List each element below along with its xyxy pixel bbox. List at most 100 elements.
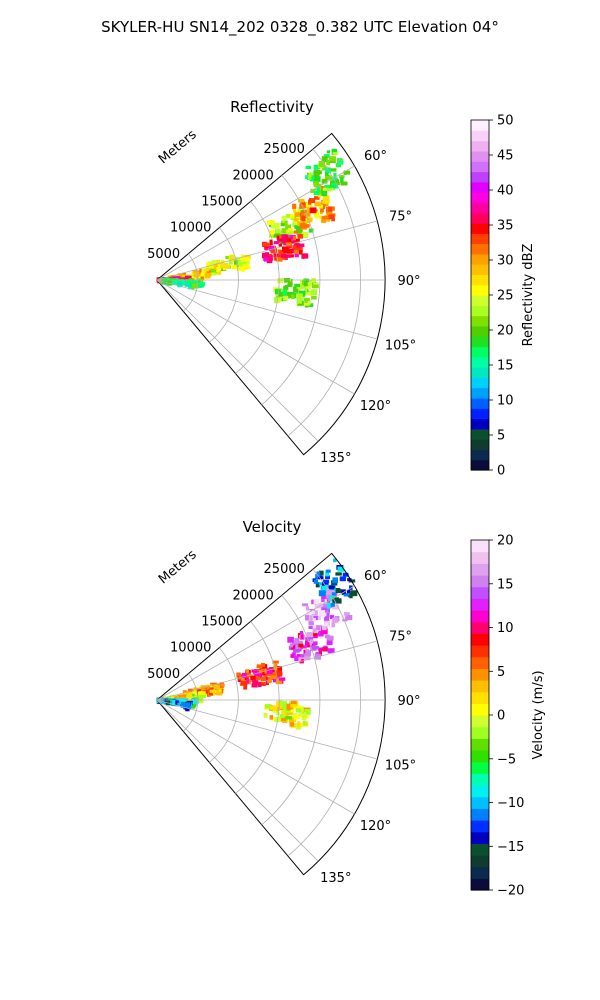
- colorbar-tick-label: 25: [497, 289, 514, 304]
- colorbar-swatch: [471, 222, 489, 234]
- echo-cell: [275, 678, 283, 685]
- echo-cell: [301, 231, 307, 236]
- colorbar-tick-label: 20: [497, 534, 514, 549]
- reflectivity-panel: Reflectivity 5000 10000 15000 20000 25000 60°…: [147, 98, 536, 479]
- echo-cell: [318, 630, 322, 634]
- azimuth-spoke: [156, 699, 355, 815]
- azimuth-tick-label: 60°: [364, 149, 387, 164]
- echo-cell: [322, 200, 330, 204]
- range-tick-label: 15000: [201, 615, 242, 630]
- echo-cell: [316, 571, 321, 577]
- echo-cell: [301, 716, 306, 720]
- echo-cell: [282, 289, 287, 296]
- echo-cell: [246, 678, 250, 684]
- echo-cell: [332, 577, 338, 584]
- echo-cell: [243, 684, 248, 690]
- echo-cell: [298, 643, 304, 648]
- echo-cell: [322, 187, 328, 191]
- echo-cell: [242, 264, 249, 269]
- echo-cell: [286, 254, 291, 258]
- echo-cell: [175, 702, 181, 707]
- echo-cell: [284, 220, 288, 225]
- echo-cell: [182, 274, 188, 280]
- echo-cell: [219, 686, 224, 691]
- colorbar-swatch: [471, 418, 489, 430]
- echo-cell: [316, 633, 323, 637]
- echo-cell: [260, 671, 266, 676]
- echo-cell: [269, 675, 277, 680]
- echo-cell: [310, 645, 317, 651]
- echo-cell: [297, 293, 303, 300]
- echo-cell: [190, 273, 196, 280]
- echo-cell: [322, 646, 328, 652]
- echo-cell: [203, 690, 209, 694]
- echo-cell: [289, 721, 295, 727]
- echo-cell: [293, 649, 300, 653]
- echo-cell: [285, 242, 292, 246]
- echo-cell: [275, 289, 281, 295]
- echo-cell: [303, 302, 310, 306]
- azimuth-tick-label: 135°: [320, 871, 351, 886]
- echo-cell: [325, 584, 329, 588]
- colorbar-tick-label: 20: [497, 324, 514, 339]
- echo-cell: [332, 152, 338, 156]
- echo-cell: [292, 245, 297, 249]
- range-ring: [261, 175, 321, 406]
- echo-cell: [165, 699, 171, 706]
- echo-cell: [261, 663, 266, 667]
- echo-cell: [331, 592, 336, 599]
- echo-cell: [286, 232, 293, 237]
- echo-cell: [255, 676, 261, 681]
- echo-cell: [161, 278, 167, 285]
- echo-cell: [325, 167, 331, 172]
- echo-cell: [316, 186, 321, 193]
- echo-cell: [300, 211, 304, 216]
- colorbar-swatch: [471, 140, 489, 152]
- colorbar-swatch: [471, 761, 489, 774]
- echo-cell: [279, 677, 286, 681]
- echo-cell: [325, 171, 329, 176]
- echo-cell: [322, 625, 327, 631]
- echo-cell: [259, 666, 263, 672]
- echo-cell: [187, 697, 193, 702]
- echo-cell: [187, 692, 193, 698]
- echo-cell: [269, 239, 273, 246]
- echo-cell: [316, 625, 321, 631]
- echo-cell: [306, 641, 311, 648]
- echo-cell: [269, 715, 273, 720]
- echo-cell: [269, 233, 275, 238]
- echo-cell: [321, 192, 328, 197]
- echo-cell: [304, 653, 311, 658]
- colorbar-swatch: [471, 367, 489, 378]
- echo-cell: [286, 704, 293, 711]
- echo-cell: [285, 715, 292, 720]
- echo-cell: [201, 268, 207, 273]
- echo-cell: [287, 636, 294, 643]
- azimuth-spoke: [156, 585, 355, 701]
- echo-cell: [310, 639, 314, 644]
- echo-cell: [278, 243, 282, 247]
- echo-region: [312, 558, 358, 609]
- colorbar-tick-label: 5: [497, 429, 505, 444]
- echo-cell: [279, 705, 283, 710]
- echo-cell: [327, 167, 331, 174]
- echo-cell: [296, 708, 302, 713]
- echo-cell: [312, 628, 317, 633]
- echo-cell: [340, 181, 348, 186]
- echo-cell: [213, 264, 218, 270]
- echo-cell: [181, 701, 185, 706]
- echo-cell: [327, 188, 332, 192]
- reflectivity-radial-axis-label: Meters: [156, 127, 200, 167]
- echo-cell: [252, 678, 259, 685]
- colorbar-tick-label: −10: [497, 796, 524, 811]
- echo-cell: [330, 180, 336, 185]
- range-ring: [261, 595, 321, 826]
- colorbar-swatch: [471, 130, 489, 142]
- echo-cell: [225, 255, 230, 260]
- echo-cell: [322, 195, 330, 200]
- echo-cell: [304, 283, 311, 290]
- echo-cell: [245, 669, 249, 674]
- colorbar-swatch: [471, 233, 489, 245]
- echo-cell: [291, 294, 295, 300]
- echo-cell: [346, 589, 350, 594]
